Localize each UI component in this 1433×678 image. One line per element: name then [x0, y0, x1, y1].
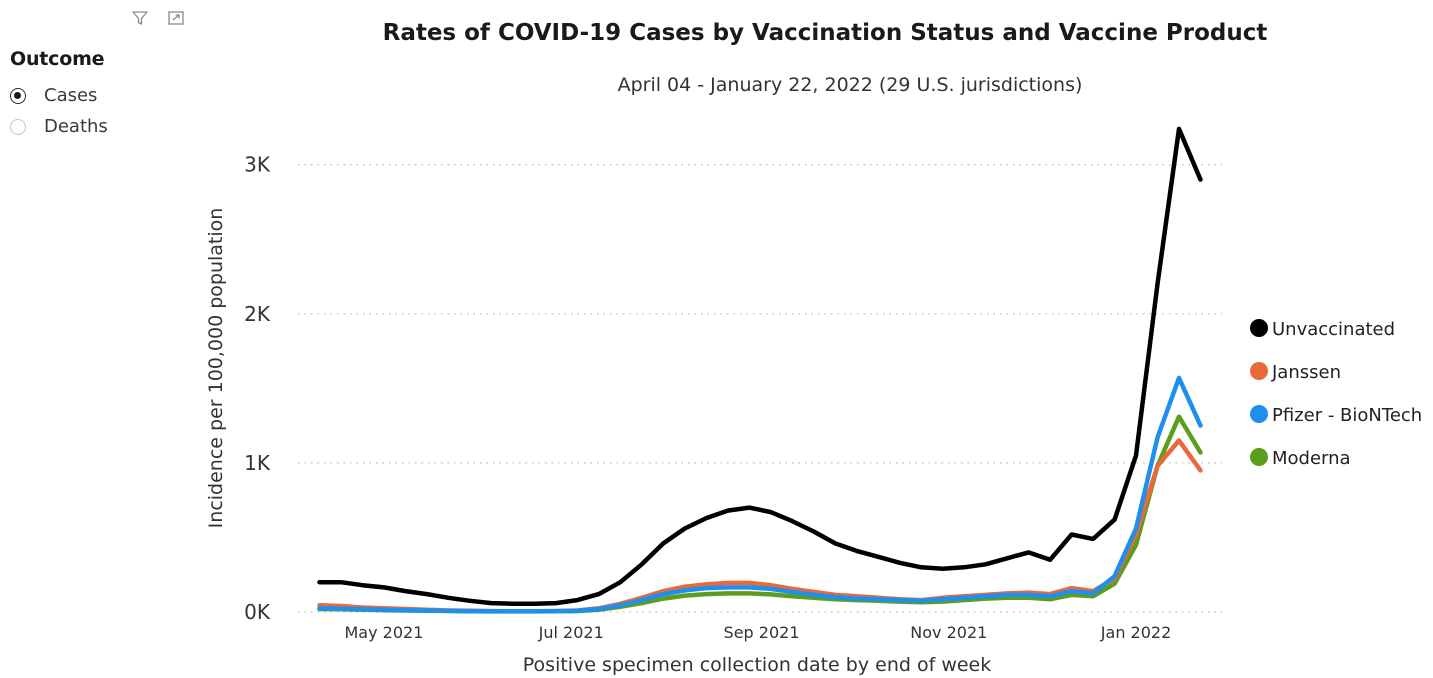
legend-item-janssen[interactable]: Janssen [1250, 362, 1341, 383]
series-line-janssen [317, 438, 1203, 614]
slicer-title: Outcome [10, 48, 105, 70]
series-line-unvaccinated [317, 126, 1203, 607]
visual-header-toolbar [128, 6, 190, 30]
radio-unselected-icon[interactable] [10, 118, 26, 135]
slicer-option-cases[interactable]: Cases [10, 80, 210, 111]
legend-label: Moderna [1272, 448, 1351, 469]
outcome-slicer: Outcome Cases Deaths [10, 48, 210, 142]
legend-item-pfizer-biontech[interactable]: Pfizer - BioNTech [1250, 405, 1422, 426]
slicer-option-label: Cases [44, 85, 98, 106]
y-axis: 0K 1K 2K 3K [244, 153, 271, 624]
filter-icon[interactable] [128, 6, 152, 30]
y-tick-label: 2K [244, 302, 271, 326]
y-tick-label: 0K [244, 600, 271, 624]
y-axis-title: Incidence per 100,000 population [205, 208, 227, 529]
y-tick-label: 3K [244, 153, 271, 177]
legend-marker-icon [1250, 319, 1268, 337]
x-tick-label: Jan 2022 [1100, 623, 1171, 642]
slicer-option-label: Deaths [44, 116, 108, 137]
chart-subtitle: April 04 - January 22, 2022 (29 U.S. jur… [618, 74, 1083, 96]
radio-selected-icon[interactable] [10, 87, 26, 104]
slicer-option-deaths[interactable]: Deaths [10, 111, 210, 142]
x-tick-label: May 2021 [345, 623, 424, 642]
legend-item-unvaccinated[interactable]: Unvaccinated [1250, 319, 1395, 340]
x-tick-label: Jul 2021 [538, 623, 604, 642]
legend-label: Janssen [1271, 362, 1341, 383]
legend-label: Unvaccinated [1272, 319, 1395, 340]
y-tick-label: 1K [244, 451, 271, 475]
series-lines [317, 126, 1203, 614]
legend-marker-icon [1250, 405, 1268, 423]
legend-item-moderna[interactable]: Moderna [1250, 448, 1351, 469]
focus-mode-icon[interactable] [164, 6, 188, 30]
x-axis: May 2021 Jul 2021 Sep 2021 Nov 2021 Jan 2022 [345, 623, 1172, 642]
chart-title: Rates of COVID-19 Cases by Vaccination S… [383, 20, 1268, 46]
legend-marker-icon [1250, 362, 1268, 380]
legend-marker-icon [1250, 448, 1268, 466]
legend: Unvaccinated Janssen Pfizer - BioNTech Mode… [1250, 319, 1422, 469]
x-tick-label: Nov 2021 [910, 623, 987, 642]
x-axis-title: Positive specimen collection date by end… [523, 654, 991, 676]
x-tick-label: Sep 2021 [724, 623, 800, 642]
legend-label: Pfizer - BioNTech [1272, 405, 1422, 426]
series-line-pfizer-biontech [317, 375, 1203, 614]
gridlines [298, 164, 1222, 613]
